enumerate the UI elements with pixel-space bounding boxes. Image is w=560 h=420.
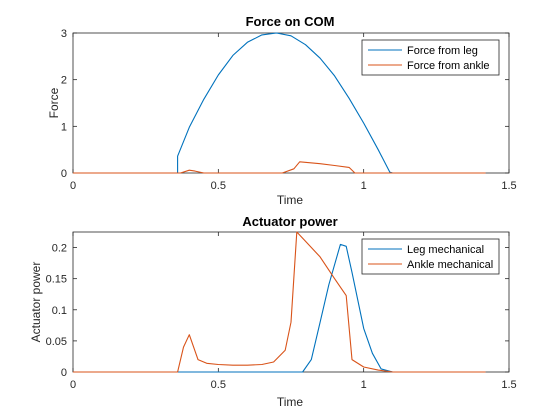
chart-title: Force on COM (246, 14, 335, 29)
y-tick-label: 2 (61, 75, 67, 87)
series-layer (73, 231, 486, 373)
legend: Leg mechanical Ankle mechanical (361, 238, 500, 275)
x-axis-label: Time (277, 193, 304, 207)
y-tick-label: 0.1 (52, 305, 67, 317)
x-tick-label: 1 (361, 180, 367, 192)
y-tick-label: 0.05 (46, 336, 67, 348)
tick-layer: 0 0.5 1 1.5 0 1 2 3 (61, 28, 517, 192)
legend-label-force-from-leg: Force from leg (407, 45, 478, 57)
force-on-com-axes: Force on COM 0 0.5 1 1.5 0 1 2 3 Time Force For… (47, 14, 517, 207)
x-tick-label: 0 (70, 180, 76, 192)
series-layer (73, 32, 486, 174)
y-tick-label: 3 (61, 28, 67, 40)
series-line-ankle-mechanical (73, 231, 486, 373)
legend-box (361, 39, 500, 76)
x-tick-label: 1.5 (501, 379, 516, 391)
legend-box (361, 238, 500, 275)
y-tick-label: 1 (61, 121, 67, 133)
y-axis-label: Actuator power (29, 262, 43, 343)
y-tick-label: 0.15 (46, 274, 67, 286)
chart-title: Actuator power (242, 214, 337, 229)
y-tick-label: 0.2 (52, 243, 67, 255)
x-axis-label: Time (277, 395, 304, 409)
x-tick-label: 1.5 (501, 180, 516, 192)
series-line-leg-mechanical (73, 243, 486, 373)
x-tick-label: 0 (70, 379, 76, 391)
x-tick-label: 0.5 (211, 180, 226, 192)
x-tick-label: 0.5 (211, 379, 226, 391)
x-tick-label: 1 (361, 379, 367, 391)
legend: Force from leg Force from ankle (361, 39, 500, 76)
series-line-force-from-leg (73, 32, 486, 174)
y-tick-label: 0 (61, 168, 67, 180)
y-tick-label: 0 (61, 367, 67, 379)
legend-label-leg-mechanical: Leg mechanical (407, 244, 484, 256)
series-line-force-from-ankle (73, 161, 486, 174)
legend-label-force-from-ankle: Force from ankle (407, 60, 490, 72)
tick-layer: 0 0.5 1 1.5 0 0.05 0.1 0.15 0.2 (46, 232, 517, 391)
actuator-power-axes: Actuator power 0 0.5 1 1.5 0 0.05 0.1 0.15 0.2 T… (29, 214, 517, 409)
legend-label-ankle-mechanical: Ankle mechanical (407, 259, 493, 271)
y-axis-label: Force (47, 87, 61, 118)
